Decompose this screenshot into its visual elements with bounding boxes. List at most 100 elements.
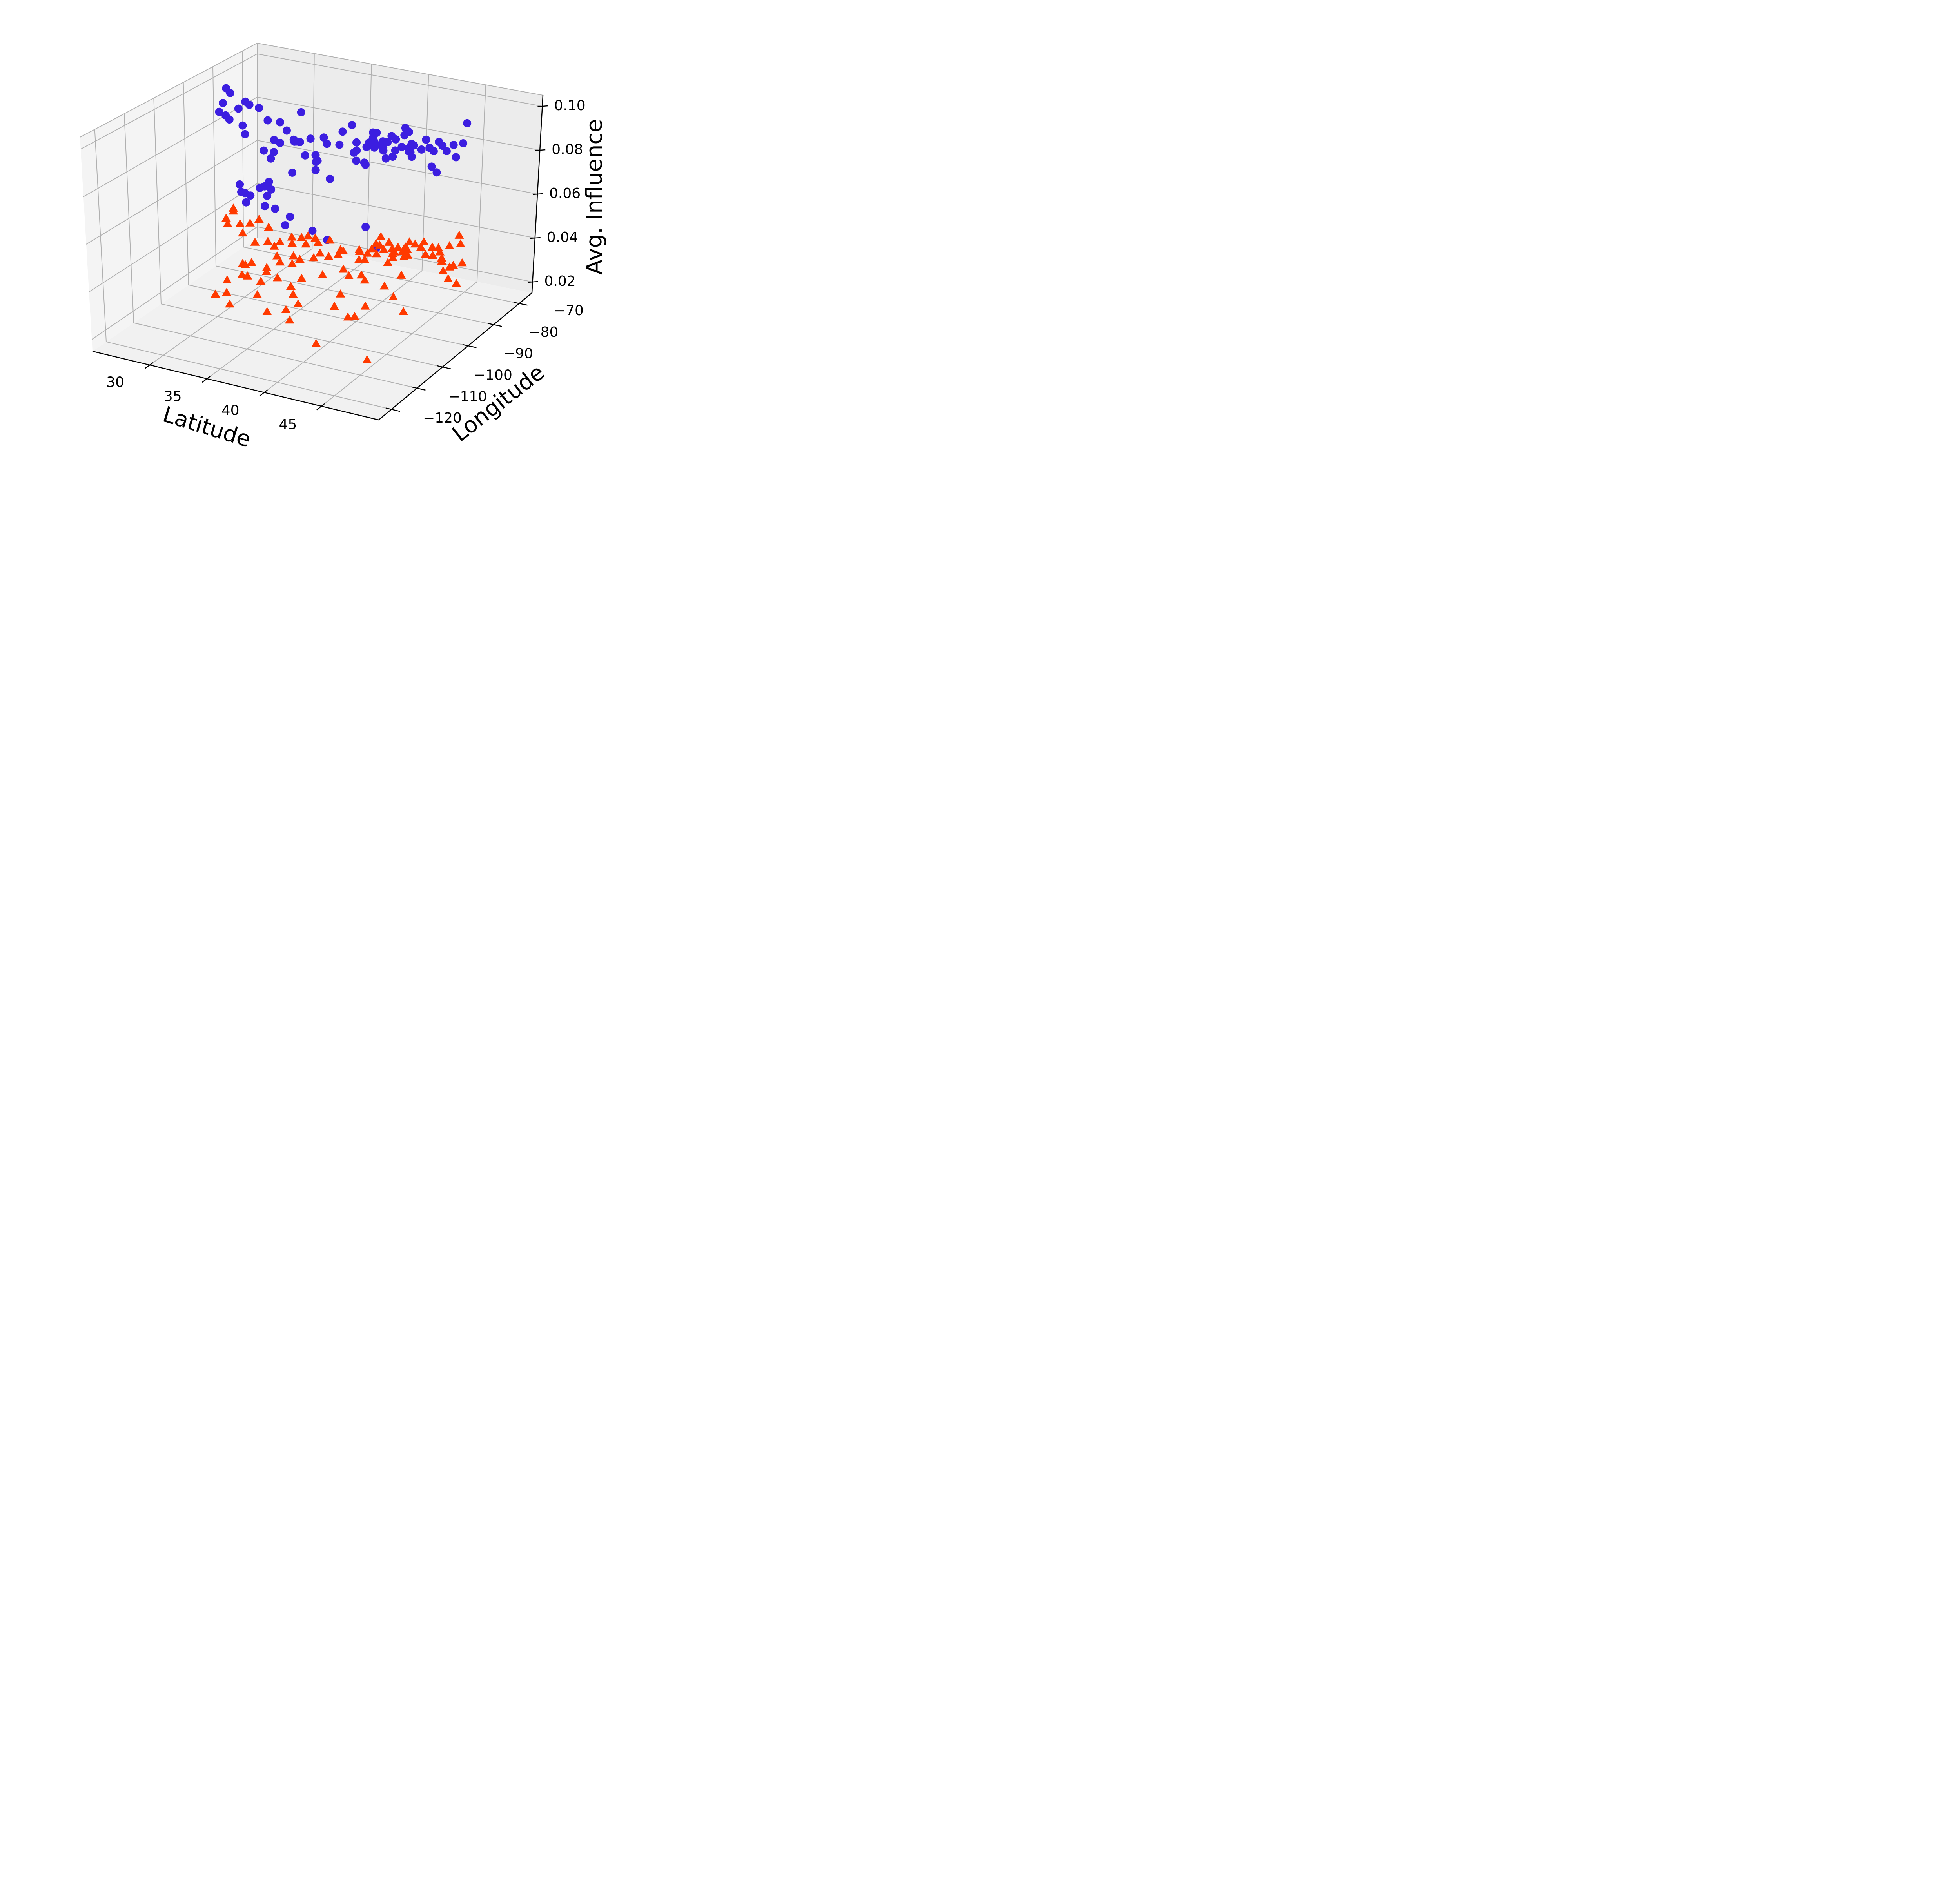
data-point-triangle — [310, 233, 320, 242]
data-point-circle — [362, 143, 371, 151]
y-tick — [411, 386, 426, 391]
data-point-triangle — [301, 239, 311, 248]
data-point-triangle — [287, 232, 297, 241]
data-point-circle — [422, 135, 430, 144]
pane-edge — [80, 43, 258, 138]
z-grid-back — [257, 53, 543, 107]
data-point-circle — [372, 141, 381, 149]
data-point-circle — [335, 140, 344, 149]
data-point-triangle — [289, 251, 298, 260]
data-point-circle — [301, 151, 309, 160]
z-tick-label: 0.04 — [547, 229, 578, 245]
z-tick-label: 0.06 — [549, 185, 581, 202]
data-point-circle — [360, 158, 368, 167]
data-point-triangle — [221, 213, 231, 222]
data-point-triangle — [247, 258, 256, 266]
data-point-triangle — [388, 292, 398, 300]
data-point-circle — [276, 118, 284, 127]
data-point-triangle — [256, 276, 266, 285]
data-point-triangle — [454, 231, 464, 239]
x-axis-line — [92, 351, 379, 421]
data-point-circle — [241, 97, 250, 106]
data-point-circle — [379, 146, 388, 155]
data-point-triangle — [362, 355, 372, 363]
y-axis-line — [378, 292, 532, 420]
data-point-circle — [313, 156, 322, 165]
data-point-circle — [286, 213, 294, 221]
data-point-triangle — [379, 245, 388, 253]
data-point-circle — [270, 148, 278, 156]
x-tick-label: 45 — [279, 416, 297, 432]
data-point-circle — [234, 104, 243, 113]
data-point-triangle — [387, 244, 397, 252]
data-point-triangle — [264, 222, 274, 231]
y-tick-label: −110 — [448, 389, 487, 405]
data-point-triangle — [269, 242, 279, 250]
data-point-circle — [242, 198, 250, 207]
data-point-circle — [238, 121, 247, 130]
z-tick-label: 0.10 — [554, 98, 585, 114]
data-point-triangle — [393, 243, 403, 251]
data-point-circle — [271, 204, 279, 213]
data-point-circle — [260, 146, 268, 155]
data-point-triangle — [272, 251, 282, 260]
data-point-circle — [405, 147, 413, 156]
data-point-triangle — [262, 263, 272, 271]
y-grid-floor — [216, 265, 494, 325]
data-point-triangle — [405, 237, 414, 245]
data-point-circle — [388, 153, 397, 161]
y-tick-label: −100 — [474, 367, 512, 383]
y-tick — [514, 302, 528, 306]
data-point-circle — [215, 107, 223, 116]
data-point-triangle — [329, 302, 339, 310]
data-point-circle — [452, 153, 460, 162]
data-point-triangle — [254, 214, 264, 223]
data-point-triangle — [222, 288, 232, 296]
data-point-triangle — [311, 339, 321, 347]
data-point-triangle — [379, 281, 389, 290]
data-point-triangle — [375, 240, 385, 249]
data-point-triangle — [388, 249, 397, 257]
data-point-triangle — [229, 203, 238, 212]
data-point-triangle — [428, 251, 437, 259]
data-point-circle — [261, 202, 269, 211]
scatter-3d-chart: 30 35 40 45 −120 −110 −100 −90 −80 −70 0.02 0.04 0.0… — [80, 43, 607, 452]
data-point-circle — [222, 84, 230, 93]
data-point-triangle — [297, 274, 307, 282]
data-point-circle — [338, 127, 347, 136]
data-point-circle — [263, 191, 272, 200]
data-point-triangle — [356, 270, 366, 279]
data-point-triangle — [250, 238, 260, 246]
data-point-triangle — [437, 256, 446, 265]
z-tick — [535, 149, 546, 151]
data-point-triangle — [419, 237, 429, 245]
y-grid-floor — [106, 341, 392, 410]
data-points — [211, 84, 472, 363]
data-point-triangle — [396, 271, 406, 279]
data-point-circle — [352, 138, 361, 147]
data-point-circle — [283, 126, 291, 135]
data-point-triangle — [344, 271, 354, 279]
data-point-triangle — [416, 242, 426, 251]
data-point-triangle — [445, 262, 454, 271]
data-point-circle — [432, 168, 441, 177]
data-point-circle — [263, 116, 272, 125]
data-point-triangle — [297, 233, 307, 241]
data-point-triangle — [324, 252, 334, 260]
data-point-triangle — [263, 236, 273, 245]
data-point-circle — [319, 133, 328, 142]
data-point-triangle — [363, 249, 372, 257]
x-tick — [316, 403, 325, 411]
data-point-triangle — [372, 249, 381, 258]
data-point-triangle — [275, 237, 285, 245]
data-point-triangle — [421, 249, 430, 258]
y-grid-floor — [188, 284, 468, 346]
x-grid-floor — [321, 282, 477, 407]
data-point-triangle — [336, 289, 345, 298]
data-point-circle — [267, 185, 276, 194]
data-point-circle — [417, 145, 426, 154]
tick-labels: 30 35 40 45 −120 −110 −100 −90 −80 −70 0.02 0.04 0.0… — [106, 98, 585, 432]
y-tick — [385, 407, 400, 412]
x-tick-label: 30 — [106, 374, 124, 391]
data-point-circle — [308, 227, 317, 235]
